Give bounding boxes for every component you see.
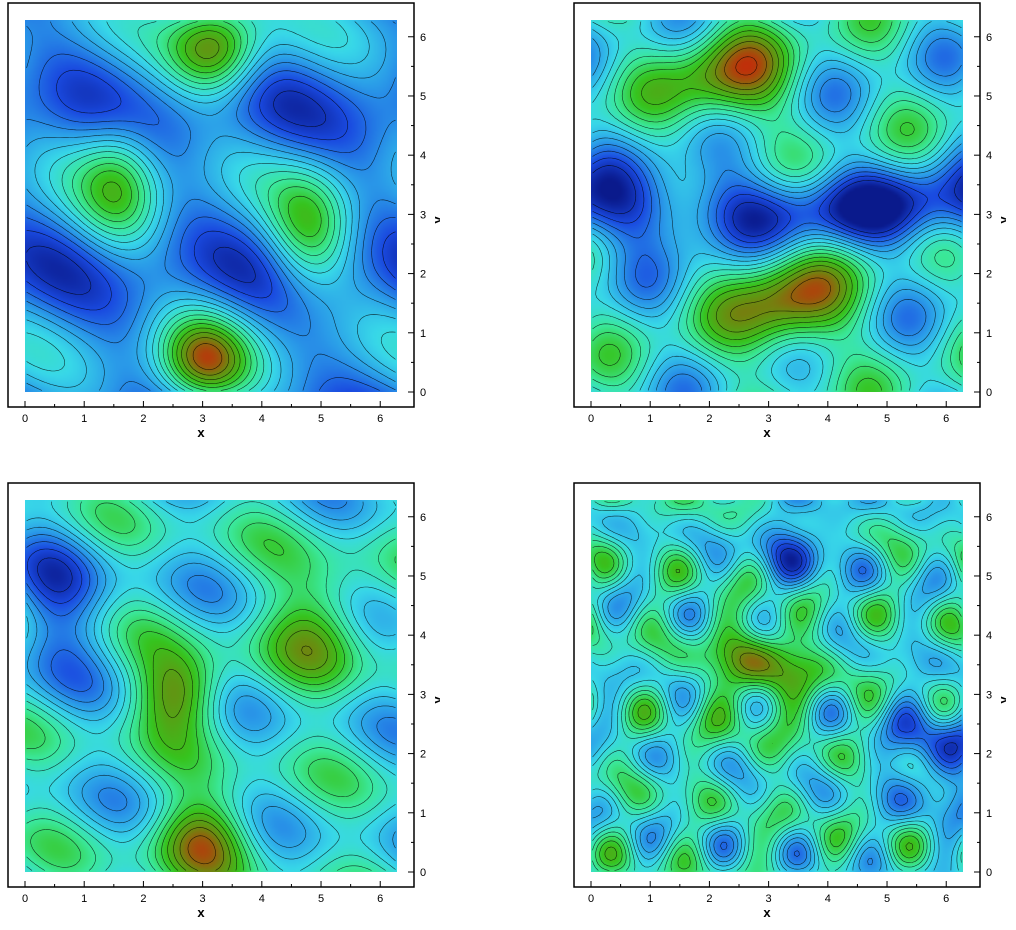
x-tick-label: 4 (259, 893, 265, 905)
contour-plot-2: 0 1 2 3 4 5 6 0 1 2 3 4 5 6 x y (566, 0, 1006, 450)
y-tick-label: 2 (420, 269, 426, 281)
y-tick-label: 6 (986, 512, 992, 524)
contour-lines (26, 501, 396, 871)
y-tick-label: 4 (420, 630, 426, 642)
contour-plot-4: 0 1 2 3 4 5 6 0 1 2 3 4 5 6 x y (566, 480, 1006, 930)
x-axis-label: x (763, 905, 771, 920)
x-tick-label: 6 (377, 413, 383, 425)
axis-frame (573, 482, 981, 888)
y-tick-label: 5 (986, 571, 992, 583)
plot-svg: 0 1 2 3 4 5 6 0 1 2 3 4 5 6 x y (573, 2, 1006, 440)
y-tick-label: 6 (420, 512, 426, 524)
x-tick-label: 1 (81, 893, 87, 905)
y-tick-label: 1 (420, 808, 426, 820)
x-tick-label: 3 (766, 893, 772, 905)
plot-svg: 0 1 2 3 4 5 6 0 1 2 3 4 5 6 x y (7, 482, 440, 920)
contour-path (26, 501, 396, 871)
x-tick-label: 6 (377, 893, 383, 905)
y-tick-label: 3 (420, 209, 426, 221)
y-tick-label: 0 (986, 867, 992, 879)
contour-path (592, 21, 962, 391)
y-tick-label: 2 (986, 749, 992, 761)
x-tick-label: 0 (588, 893, 594, 905)
y-axis-label: y (430, 696, 440, 704)
y-axis-label: y (996, 696, 1006, 704)
y-tick-label: 5 (986, 91, 992, 103)
x-tick-label: 1 (647, 413, 653, 425)
x-tick-label: 1 (81, 413, 87, 425)
plot-svg: 0 1 2 3 4 5 6 0 1 2 3 4 5 6 x y (573, 482, 1006, 920)
y-tick-label: 2 (420, 749, 426, 761)
x-axis-label: x (763, 425, 771, 440)
x-tick-label: 2 (706, 893, 712, 905)
y-tick-label: 3 (986, 689, 992, 701)
x-tick-label: 1 (647, 893, 653, 905)
y-tick-label: 4 (986, 630, 992, 642)
x-tick-label: 0 (22, 413, 28, 425)
contour-lines (592, 501, 962, 871)
contour-path (26, 21, 396, 391)
x-tick-label: 4 (825, 893, 831, 905)
y-tick-label: 4 (420, 150, 426, 162)
y-tick-label: 6 (420, 32, 426, 44)
y-tick-label: 2 (986, 269, 992, 281)
plot-svg: 0 1 2 3 4 5 6 0 1 2 3 4 5 6 x y (7, 2, 440, 440)
field-image (591, 500, 963, 872)
y-tick-label: 1 (986, 328, 992, 340)
x-tick-label: 5 (318, 413, 324, 425)
x-tick-label: 6 (943, 893, 949, 905)
x-tick-label: 5 (884, 413, 890, 425)
x-tick-label: 4 (825, 413, 831, 425)
x-tick-label: 3 (200, 413, 206, 425)
y-tick-label: 1 (420, 328, 426, 340)
axis-frame (573, 2, 981, 408)
field-image (25, 20, 397, 392)
x-tick-label: 5 (318, 893, 324, 905)
y-axis-label: y (430, 216, 440, 224)
x-tick-label: 3 (766, 413, 772, 425)
y-tick-label: 5 (420, 91, 426, 103)
y-tick-label: 0 (420, 387, 426, 399)
y-axis-label: y (996, 216, 1006, 224)
y-tick-label: 5 (420, 571, 426, 583)
contour-plot-3: 0 1 2 3 4 5 6 0 1 2 3 4 5 6 x y (0, 480, 440, 930)
x-axis-label: x (197, 905, 205, 920)
x-axis-label: x (197, 425, 205, 440)
y-tick-label: 6 (986, 32, 992, 44)
x-tick-label: 5 (884, 893, 890, 905)
field-image (591, 20, 963, 392)
contour-lines (26, 21, 396, 391)
x-tick-label: 2 (140, 893, 146, 905)
y-tick-label: 4 (986, 150, 992, 162)
x-tick-label: 0 (588, 413, 594, 425)
x-tick-label: 0 (22, 893, 28, 905)
x-tick-label: 2 (140, 413, 146, 425)
x-tick-label: 2 (706, 413, 712, 425)
x-tick-label: 4 (259, 413, 265, 425)
x-tick-label: 3 (200, 893, 206, 905)
contour-path (592, 501, 962, 871)
contour-plot-1: 0 1 2 3 4 5 6 0 1 2 3 4 5 6 x y (0, 0, 440, 450)
y-tick-label: 0 (420, 867, 426, 879)
contour-lines (592, 21, 962, 391)
y-tick-label: 1 (986, 808, 992, 820)
y-tick-label: 3 (420, 689, 426, 701)
x-tick-label: 6 (943, 413, 949, 425)
y-tick-label: 3 (986, 209, 992, 221)
axis-frame (7, 482, 415, 888)
y-tick-label: 0 (986, 387, 992, 399)
axis-frame (7, 2, 415, 408)
